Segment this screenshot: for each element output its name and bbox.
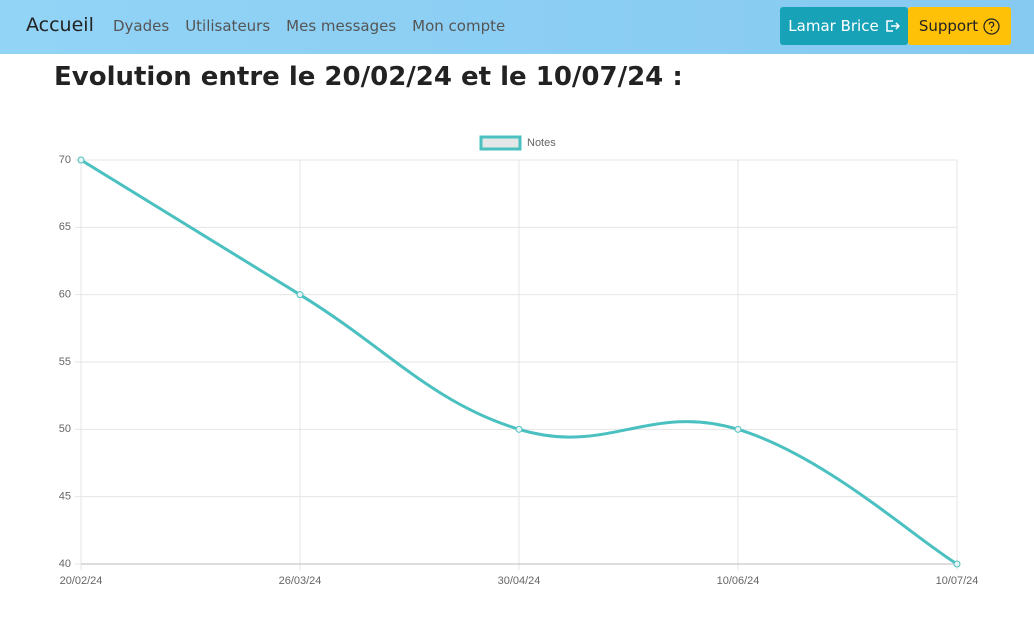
y-tick-label: 65 [59, 221, 71, 233]
nav-link[interactable]: Mes messages [286, 17, 397, 35]
x-tick-label: 10/06/24 [717, 575, 760, 587]
brand[interactable]: Accueil [26, 14, 94, 36]
user-name: Lamar Brice [788, 17, 879, 35]
nav-links: Dyades Utilisateurs Mes messages Mon com… [113, 17, 505, 35]
point [953, 560, 961, 568]
support-button[interactable]: Support [908, 7, 1011, 45]
point [296, 291, 304, 299]
heading: Evolution entre le 20/02/24 et le 10/07/… [54, 62, 683, 92]
legend-swatch [479, 135, 522, 151]
point [515, 425, 523, 433]
nav-link[interactable]: Utilisateurs [185, 17, 271, 35]
x-tick-label: 30/04/24 [498, 575, 541, 587]
point [734, 425, 742, 433]
x-tick-label: 26/03/24 [279, 575, 322, 587]
nav-link[interactable]: Dyades [113, 17, 170, 35]
navbar: Accueil Dyades Utilisateurs Mes messages… [0, 0, 1034, 54]
y-tick-label: 70 [59, 154, 71, 166]
point [77, 156, 85, 164]
support-label: Support [918, 17, 979, 35]
x-tick-label: 20/02/24 [60, 575, 103, 587]
y-tick-label: 50 [59, 423, 71, 435]
help-icon [983, 17, 1000, 35]
legend-label: Notes [527, 137, 556, 149]
chart: 40 45 50 55 60 65 70 20/02/24 26/03/24 30/04/24 10… [59, 135, 979, 587]
logout-icon [885, 20, 900, 32]
user-button[interactable]: Lamar Brice [780, 7, 908, 45]
x-tick-label: 10/07/24 [936, 575, 979, 587]
y-tick-label: 55 [59, 356, 71, 368]
y-tick-label: 45 [59, 491, 71, 503]
y-tick-label: 40 [59, 558, 71, 570]
y-tick-label: 60 [59, 289, 71, 301]
nav-link[interactable]: Mon compte [412, 17, 506, 35]
